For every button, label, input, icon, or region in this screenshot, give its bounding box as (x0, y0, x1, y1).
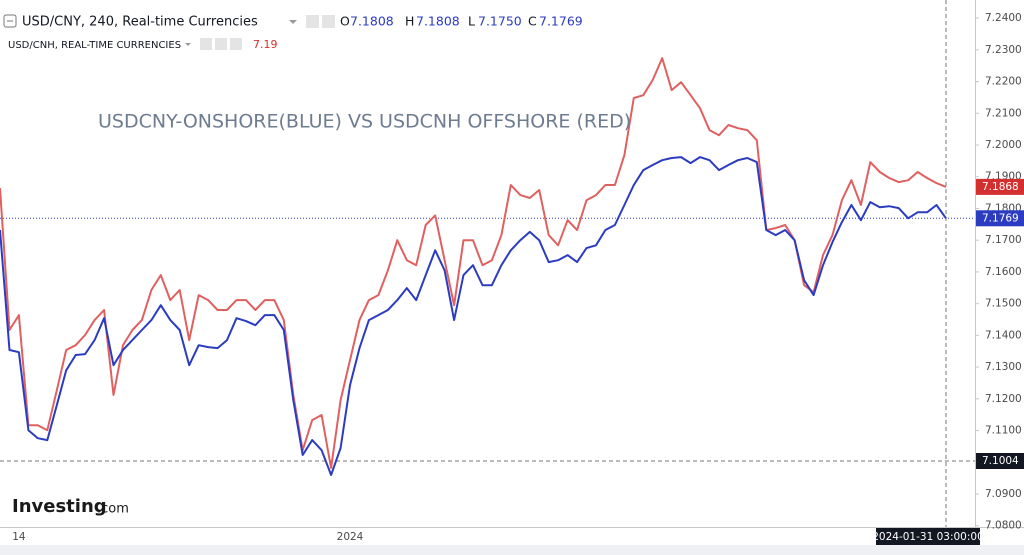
second-symbol-value: 7.19 (253, 38, 278, 51)
price-label: 7.1004 (982, 455, 1019, 467)
y-tick-label: 7.1400 (985, 329, 1022, 341)
y-tick-label: 7.2200 (985, 76, 1022, 88)
y-tick-label: 7.1200 (985, 393, 1022, 405)
open-label: O (340, 14, 350, 29)
eye-icon[interactable] (200, 38, 212, 50)
second-symbol-title: USD/CNH, REAL-TIME CURRENCIES (8, 40, 181, 51)
y-tick-label: 7.2300 (985, 44, 1022, 56)
toolbar (0, 545, 1024, 555)
y-tick-label: 7.1600 (985, 266, 1022, 278)
time-label: 2024-01-31 03:00:00 (872, 531, 984, 543)
close-value: 7.1769 (539, 14, 583, 29)
symbol-title: USD/CNY, 240, Real-time Currencies (22, 15, 258, 30)
plot-area (0, 0, 975, 527)
y-tick-label: 7.0800 (985, 520, 1022, 532)
y-tick-label: 7.0900 (985, 488, 1022, 500)
x-tick-label: 2024 (337, 531, 364, 543)
settings-icon[interactable] (322, 15, 335, 28)
eye-icon[interactable] (306, 15, 319, 28)
watermark-suffix: .com (97, 502, 129, 517)
settings-icon[interactable] (215, 38, 227, 50)
y-tick-label: 7.2000 (985, 139, 1022, 151)
dropdown-arrow[interactable] (185, 43, 191, 46)
price-label-bg (976, 178, 1024, 195)
x-tick-label: 14 (12, 531, 26, 543)
y-tick-label: 7.1100 (985, 425, 1022, 437)
close-label: C (528, 14, 537, 29)
high-value: 7.1808 (416, 14, 460, 29)
dropdown-arrow[interactable] (289, 20, 297, 24)
price-label: 7.1868 (982, 181, 1019, 193)
price-label-bg (976, 453, 1024, 470)
y-tick-label: 7.1300 (985, 361, 1022, 373)
watermark-brand: Investing (12, 496, 107, 517)
annotation: USDCNY-ONSHORE(BLUE) VS USDCNH OFFSHORE … (98, 111, 631, 133)
collapse-icon[interactable] (3, 14, 17, 28)
close-icon[interactable] (230, 38, 242, 50)
price-label: 7.1769 (982, 212, 1019, 224)
time-label-bg (876, 528, 980, 545)
open-value: 7.1808 (350, 14, 394, 29)
series-line (0, 156, 947, 476)
series-line (0, 57, 947, 469)
y-tick-label: 7.1500 (985, 298, 1022, 310)
low-value: 7.1750 (478, 14, 522, 29)
price-label-bg (976, 210, 1024, 227)
y-tick-label: 7.2400 (985, 12, 1022, 24)
low-label: L (468, 14, 475, 29)
high-label: H (405, 14, 414, 29)
y-tick-label: 7.2100 (985, 107, 1022, 119)
y-tick-label: 7.1700 (985, 234, 1022, 246)
